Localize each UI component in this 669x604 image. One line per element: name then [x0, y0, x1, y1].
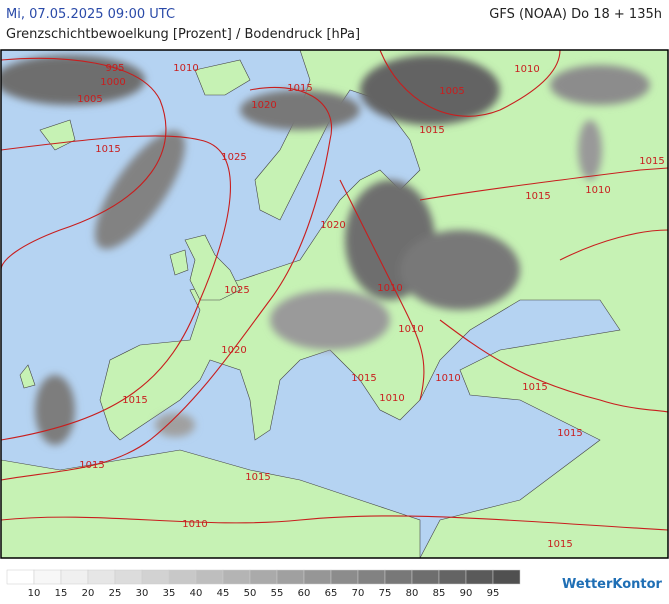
isobar-label: 1020	[221, 345, 246, 356]
isobar-label: 1015	[122, 395, 147, 406]
isobar-label: 1015	[79, 460, 104, 471]
legend-label: 10	[28, 588, 41, 599]
legend-swatch	[384, 569, 413, 585]
isobar-label: 1005	[439, 86, 464, 97]
isobar-label: 1010	[379, 393, 404, 404]
isobar-label: 995	[105, 63, 124, 74]
map-frame	[0, 49, 669, 559]
isobar-label: 1015	[419, 125, 444, 136]
legend-label: 20	[82, 588, 95, 599]
isobar-label: 1015	[95, 144, 120, 155]
legend-label: 80	[406, 588, 419, 599]
legend-swatch	[357, 569, 386, 585]
legend-swatch	[195, 569, 224, 585]
isobar-label: 1015	[287, 83, 312, 94]
isobar-label: 1015	[525, 191, 550, 202]
isobar-label: 1015	[351, 373, 376, 384]
isobar-label: 1015	[547, 539, 572, 550]
legend-swatch	[492, 569, 521, 585]
isobar-label: 1010	[182, 519, 207, 530]
legend-swatch	[60, 569, 89, 585]
legend-swatch	[168, 569, 197, 585]
isobar-label: 1010	[585, 185, 610, 196]
legend-swatch	[141, 569, 170, 585]
isobar-label: 1025	[221, 152, 246, 163]
logo: WetterKontor	[562, 577, 663, 592]
legend-label: 15	[55, 588, 68, 599]
isobar-label: 1025	[224, 285, 249, 296]
isobar-label: 1020	[251, 100, 276, 111]
legend-swatch	[303, 569, 332, 585]
legend-label: 70	[352, 588, 365, 599]
model-run: GFS (NOAA) Do 18 + 135h	[489, 7, 662, 22]
legend-swatch	[222, 569, 251, 585]
legend-swatch	[330, 569, 359, 585]
isobar-label: 1020	[320, 220, 345, 231]
legend-swatch	[438, 569, 467, 585]
isobar-label: 1010	[173, 63, 198, 74]
legend-label: 65	[325, 588, 338, 599]
legend-label: 35	[163, 588, 176, 599]
legend-swatch	[276, 569, 305, 585]
legend-label: 85	[433, 588, 446, 599]
legend-swatch	[465, 569, 494, 585]
isobar-lines	[1, 50, 668, 531]
legend-label: 50	[244, 588, 257, 599]
isobar-label: 1000	[100, 77, 125, 88]
legend-label: 55	[271, 588, 284, 599]
legend-label: 25	[109, 588, 122, 599]
legend-label: 95	[487, 588, 500, 599]
legend-swatch	[249, 569, 278, 585]
legend-swatch	[114, 569, 143, 585]
legend-swatch	[411, 569, 440, 585]
legend-swatch	[87, 569, 116, 585]
legend-label: 30	[136, 588, 149, 599]
isobar-label: 1010	[514, 64, 539, 75]
isobar-label: 1015	[639, 156, 664, 167]
legend-label: 90	[460, 588, 473, 599]
datetime: Mi, 07.05.2025 09:00 UTC	[6, 7, 175, 22]
map-title: Grenzschichtbewoelkung [Prozent] / Boden…	[6, 27, 360, 42]
legend-swatch	[6, 569, 35, 585]
isobar-label: 1015	[245, 472, 270, 483]
legend-swatch	[33, 569, 62, 585]
isobar-label: 1015	[557, 428, 582, 439]
isobar-label: 1010	[435, 373, 460, 384]
isobar-label: 1015	[522, 382, 547, 393]
legend-label: 45	[217, 588, 230, 599]
isobar-label: 1010	[398, 324, 423, 335]
isobar-label: 1010	[377, 283, 402, 294]
clouds	[1, 55, 650, 445]
legend-label: 40	[190, 588, 203, 599]
isobar-label: 1005	[77, 94, 102, 105]
legend-label: 60	[298, 588, 311, 599]
legend-label: 75	[379, 588, 392, 599]
